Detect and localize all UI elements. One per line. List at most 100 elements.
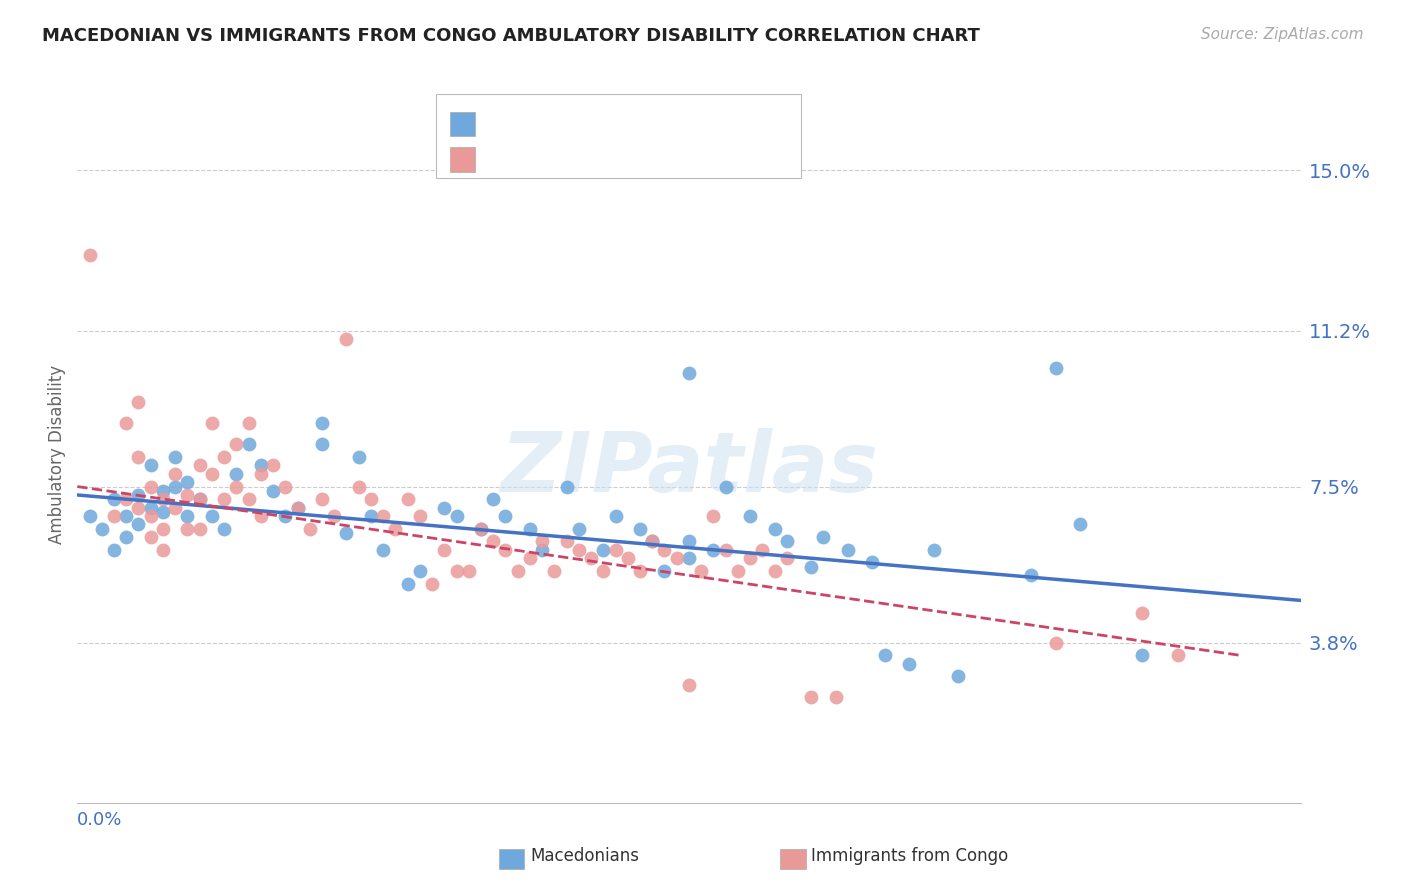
Point — [287, 500, 309, 515]
Point — [79, 247, 101, 261]
Point — [103, 542, 125, 557]
Point — [360, 509, 382, 524]
Point — [898, 657, 921, 671]
Point — [409, 564, 432, 578]
Point — [531, 542, 554, 557]
Point — [457, 564, 479, 578]
Point — [128, 517, 150, 532]
Point — [165, 479, 187, 493]
Point — [592, 542, 614, 557]
Point — [396, 576, 419, 591]
Point — [751, 542, 773, 557]
Point — [360, 492, 382, 507]
Point — [495, 509, 517, 524]
Point — [862, 556, 884, 570]
Point — [641, 534, 664, 549]
Point — [139, 479, 162, 493]
Point — [225, 437, 247, 451]
Point — [763, 564, 786, 578]
Y-axis label: Ambulatory Disability: Ambulatory Disability — [48, 366, 66, 544]
Point — [702, 509, 724, 524]
Text: ZIPatlas: ZIPatlas — [501, 428, 877, 509]
Point — [678, 366, 700, 380]
Point — [152, 492, 174, 507]
Text: -0.158: -0.158 — [524, 141, 583, 159]
Text: N =: N = — [585, 141, 637, 159]
Point — [420, 576, 443, 591]
Point — [188, 458, 211, 473]
Text: Macedonians: Macedonians — [530, 847, 640, 865]
Point — [922, 542, 945, 557]
Point — [605, 542, 627, 557]
Point — [90, 522, 112, 536]
Point — [139, 500, 162, 515]
Point — [714, 479, 737, 493]
Point — [323, 509, 346, 524]
Point — [482, 534, 505, 549]
Point — [946, 669, 969, 683]
Point — [592, 564, 614, 578]
Point — [152, 542, 174, 557]
Point — [555, 534, 578, 549]
Point — [433, 500, 456, 515]
Text: N =: N = — [585, 105, 637, 123]
Point — [176, 488, 198, 502]
Point — [495, 542, 517, 557]
Point — [1045, 361, 1067, 376]
Point — [800, 690, 823, 705]
Point — [176, 475, 198, 490]
Point — [188, 492, 211, 507]
Point — [371, 509, 394, 524]
Point — [225, 479, 247, 493]
Point — [262, 458, 284, 473]
Point — [115, 492, 138, 507]
Point — [188, 522, 211, 536]
Point — [519, 522, 541, 536]
Point — [250, 458, 273, 473]
Point — [702, 542, 724, 557]
Point — [1167, 648, 1189, 663]
Point — [188, 492, 211, 507]
Point — [579, 551, 602, 566]
Point — [176, 522, 198, 536]
Point — [128, 500, 150, 515]
Point — [605, 509, 627, 524]
Point — [727, 564, 749, 578]
Point — [678, 551, 700, 566]
Point — [1130, 606, 1153, 620]
Point — [1069, 517, 1091, 532]
Text: Source: ZipAtlas.com: Source: ZipAtlas.com — [1201, 27, 1364, 42]
Point — [250, 467, 273, 481]
Point — [506, 564, 529, 578]
Point — [654, 542, 676, 557]
Point — [335, 332, 357, 346]
Point — [519, 551, 541, 566]
Point — [1021, 568, 1043, 582]
Point — [555, 479, 578, 493]
Point — [776, 534, 799, 549]
Point — [212, 450, 235, 464]
Point — [250, 509, 273, 524]
Point — [641, 534, 664, 549]
Point — [813, 530, 835, 544]
Point — [873, 648, 896, 663]
Text: 67: 67 — [637, 105, 659, 123]
Point — [79, 509, 101, 524]
Text: 0.0%: 0.0% — [77, 811, 122, 830]
Point — [824, 690, 846, 705]
Point — [531, 534, 554, 549]
Point — [176, 509, 198, 524]
Point — [617, 551, 640, 566]
Point — [628, 522, 651, 536]
Point — [238, 437, 260, 451]
Point — [335, 525, 357, 540]
Point — [347, 479, 370, 493]
Text: R =: R = — [486, 141, 527, 159]
Point — [201, 467, 224, 481]
Point — [238, 417, 260, 431]
Point — [311, 492, 333, 507]
Text: R =: R = — [486, 105, 527, 123]
Point — [568, 542, 591, 557]
Point — [347, 450, 370, 464]
Point — [287, 500, 309, 515]
